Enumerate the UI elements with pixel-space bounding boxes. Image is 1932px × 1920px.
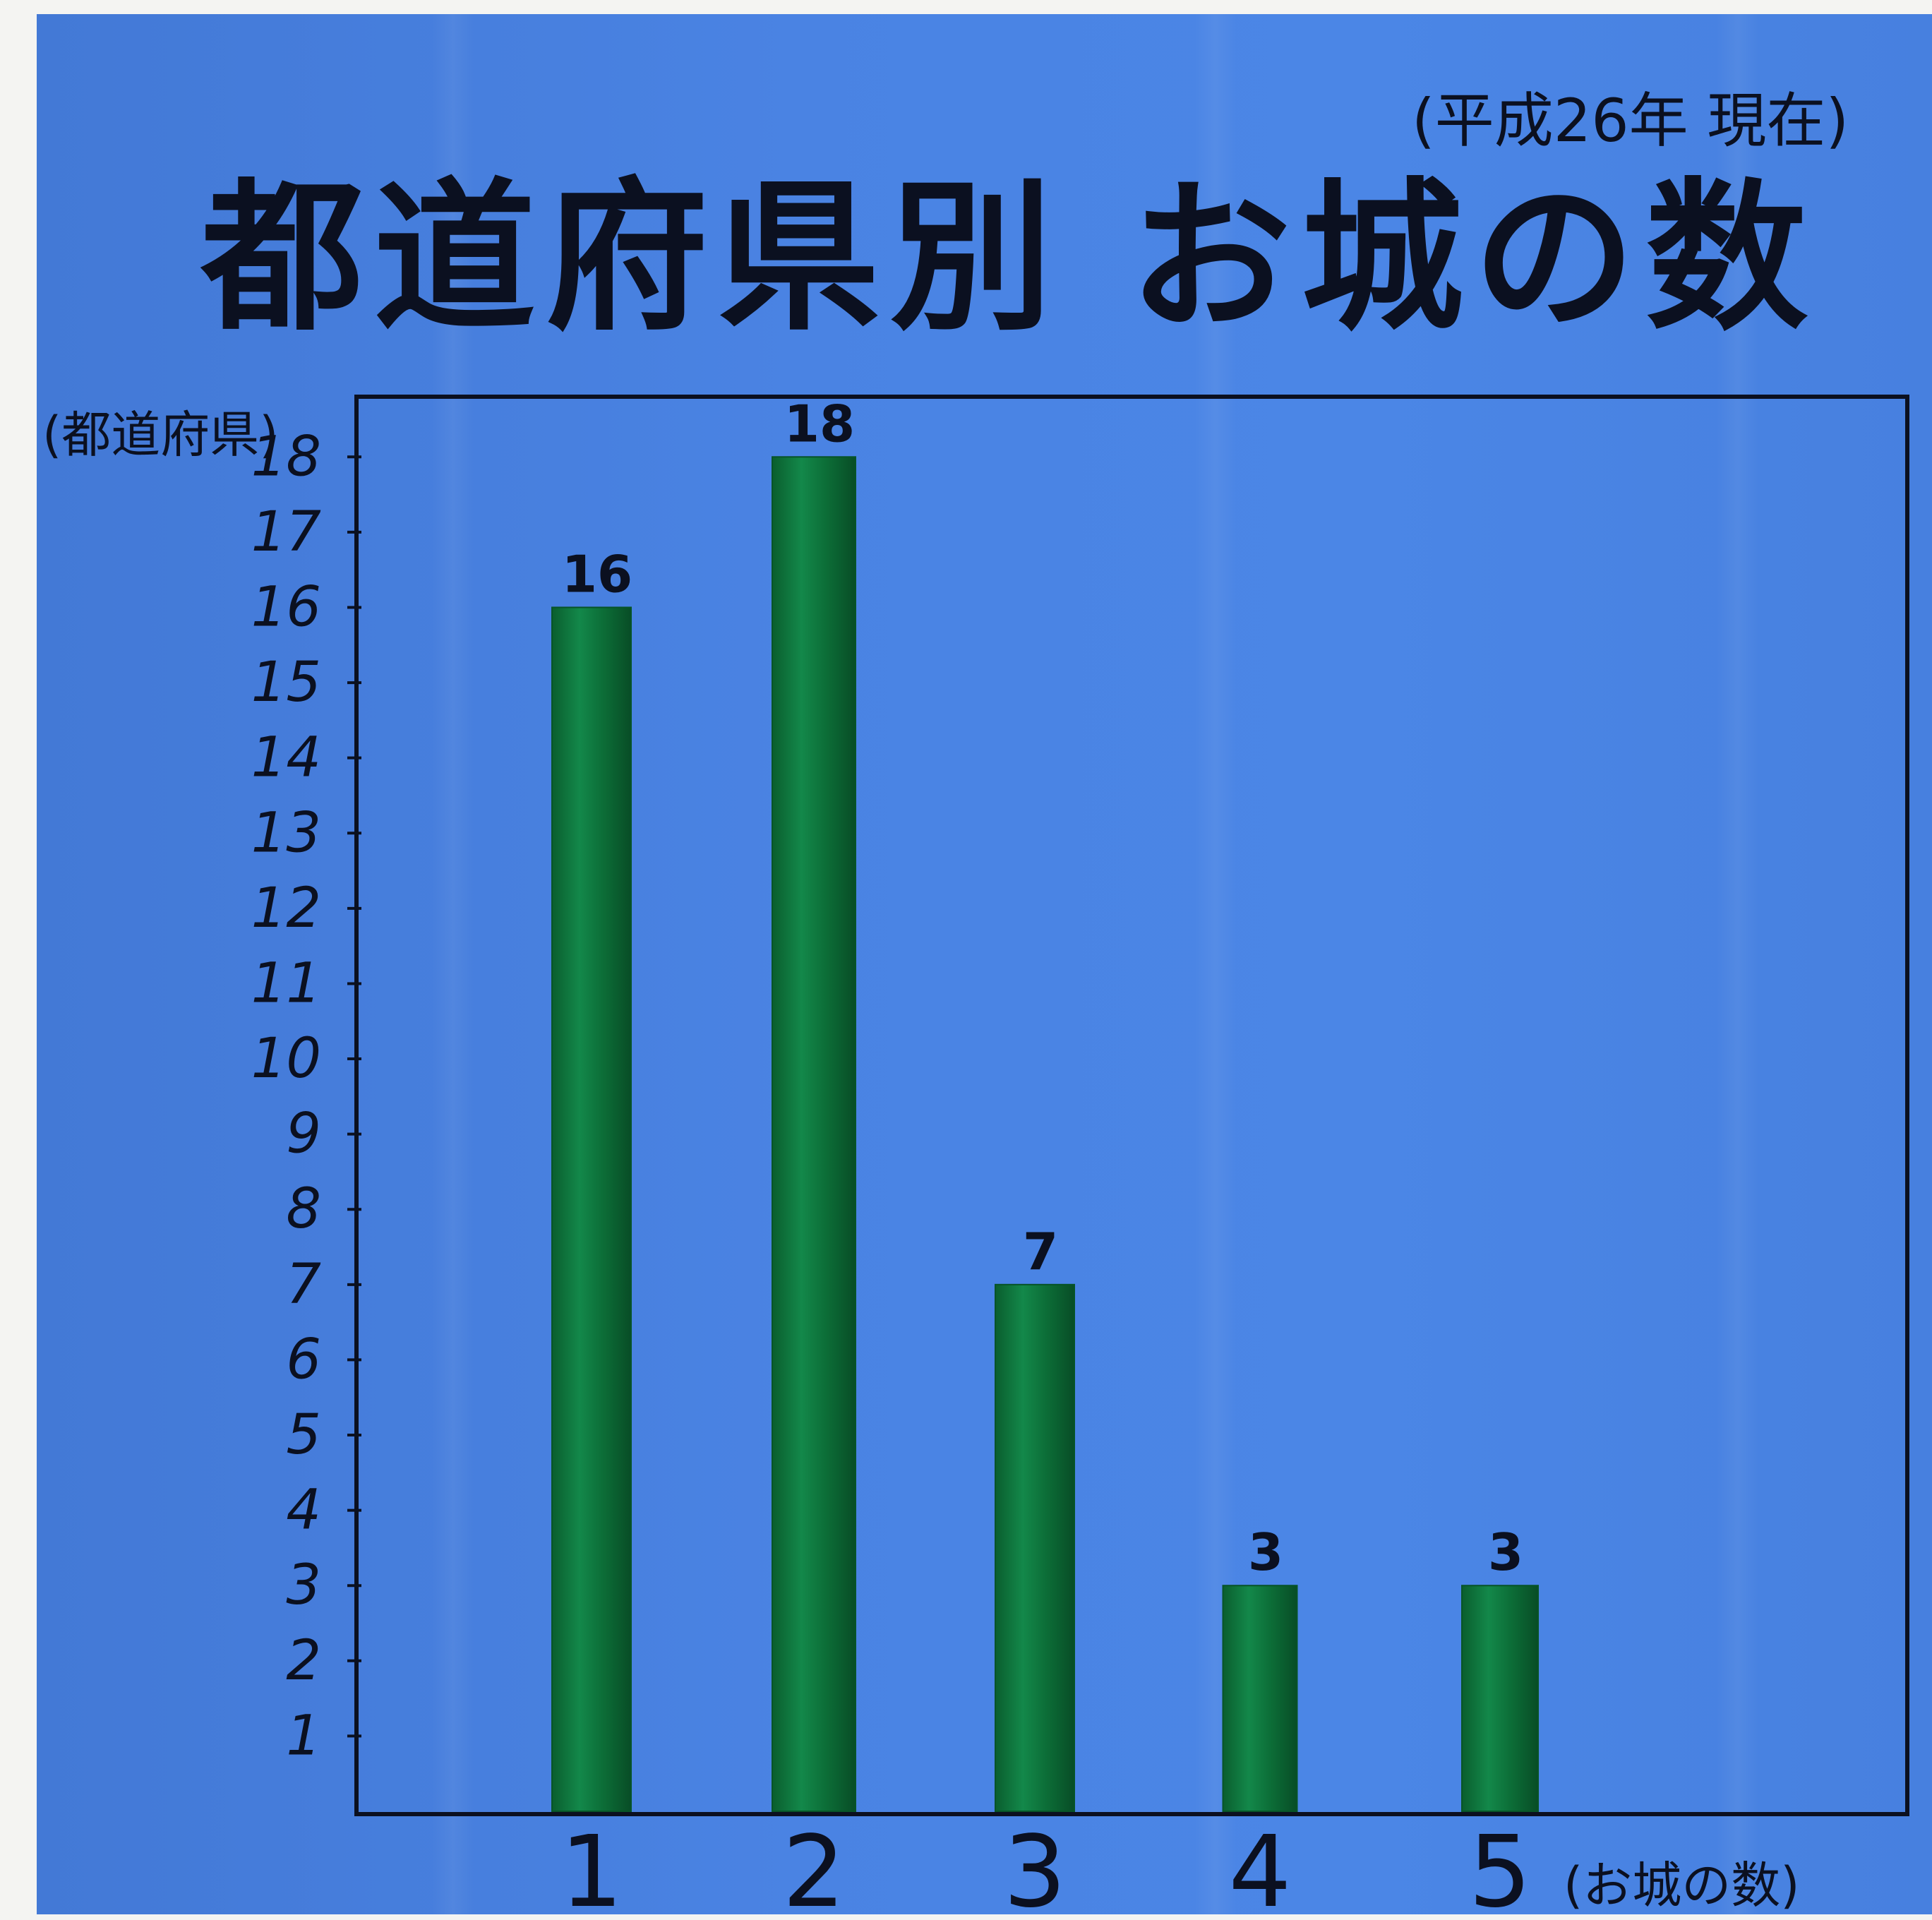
y-tick-label: 3 [286, 1554, 321, 1617]
chart-title: 都道府県別 お城の数 [200, 164, 1818, 353]
y-tick-label: 14 [251, 726, 321, 790]
bar-5 [1461, 1585, 1539, 1812]
chart-subtitle: (平成26年 現在) [1412, 86, 1849, 155]
data-label-5: 3 [1488, 1523, 1523, 1582]
y-tick-label: 8 [286, 1177, 321, 1241]
x-tick-label: 1 [560, 1815, 623, 1920]
y-tick-label: 4 [286, 1479, 321, 1542]
y-tick-label: 11 [251, 952, 321, 1015]
y-tick-label: 13 [251, 801, 321, 865]
y-tick-label: 7 [286, 1253, 321, 1316]
x-tick-label: 4 [1228, 1815, 1291, 1920]
x-tick-label: 2 [782, 1815, 845, 1920]
data-label-1: 16 [562, 544, 632, 604]
y-tick-label: 16 [251, 575, 321, 639]
y-tick-label: 10 [251, 1027, 321, 1091]
y-tick-label: 5 [286, 1403, 321, 1467]
y-tick-label: 2 [286, 1629, 321, 1693]
data-label-2: 18 [784, 394, 855, 453]
y-tick-label: 1 [286, 1704, 321, 1768]
x-tick-label: 5 [1468, 1815, 1531, 1920]
x-tick-label: 3 [1003, 1815, 1066, 1920]
chart-paper [37, 14, 1932, 1914]
y-tick-label: 18 [251, 425, 321, 488]
bar-1 [551, 606, 632, 1812]
bar-3 [995, 1283, 1075, 1813]
y-tick-label: 17 [251, 500, 321, 564]
y-tick-label: 6 [286, 1328, 321, 1391]
bar-2 [772, 456, 856, 1812]
y-tick-label: 9 [286, 1103, 321, 1166]
y-axis-label: (都道府県) [42, 406, 279, 464]
bar-4 [1222, 1585, 1298, 1812]
plot-frame [354, 395, 1909, 1816]
y-tick-label: 15 [251, 651, 321, 714]
x-axis-label: (お城の数) [1564, 1856, 1800, 1914]
y-tick-label: 12 [251, 877, 321, 940]
data-label-4: 3 [1248, 1523, 1283, 1582]
data-label-3: 7 [1023, 1222, 1058, 1281]
